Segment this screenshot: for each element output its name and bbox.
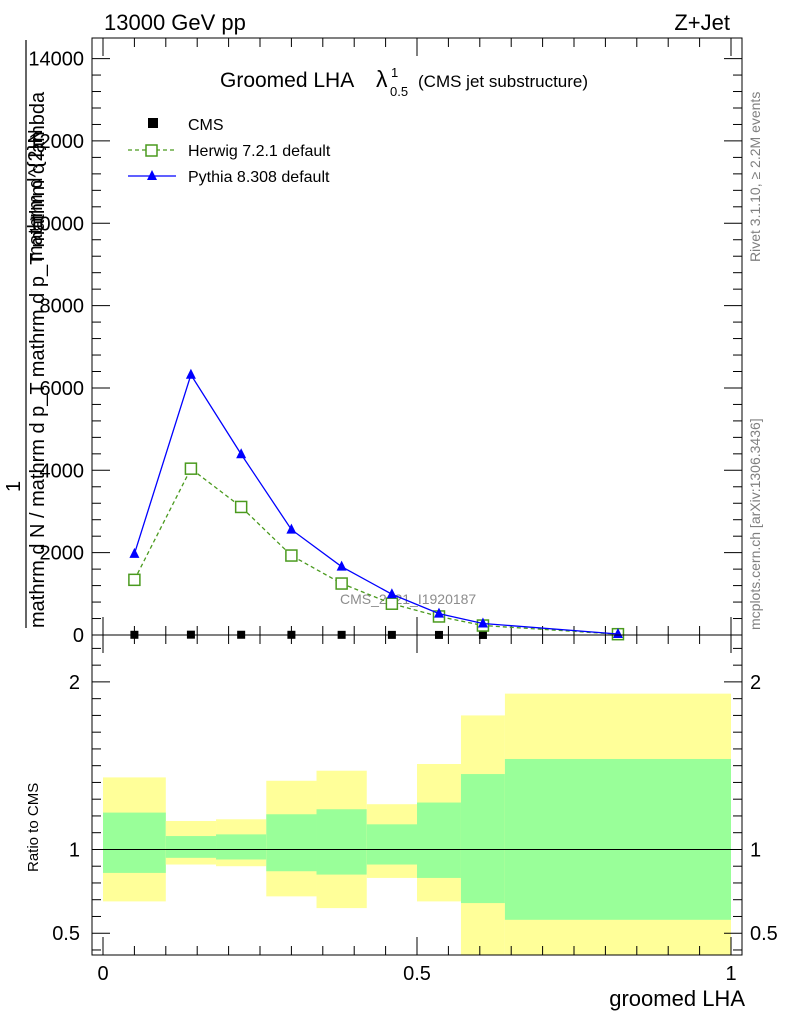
herwig-data-point: [385, 597, 399, 610]
ratio-y-axis: 0.5 0.5 1 1 2 2: [52, 647, 778, 951]
main-y-axis: 0 2000 4000 6000 8000 10000 12000 14000: [28, 49, 742, 647]
ratio-band-inner: [366, 824, 417, 865]
title-sub: 0.5: [390, 84, 408, 99]
series-line-herwig: [133, 467, 619, 635]
pythia-data-point: [185, 368, 196, 379]
legend-cms-marker: [148, 118, 158, 128]
ratio-band-inner: [316, 809, 367, 875]
main-ytick-label: 6000: [40, 378, 85, 400]
herwig-data-point: [128, 573, 141, 587]
main-ytick-label: 4000: [40, 460, 85, 482]
x-axis-label: groomed LHA: [609, 986, 745, 1011]
ratio-y-label: Ratio to CMS: [25, 783, 42, 872]
title-main: Groomed LHA: [220, 69, 354, 92]
y-label-numerator-top: mathrm d^{2}N: [25, 129, 47, 262]
pythia-data-point: [336, 560, 347, 571]
ratio-ytick-label-right: 1: [750, 839, 761, 861]
ratio-band-inner: [266, 814, 317, 872]
ratio-ytick-label-left: 0.5: [52, 923, 80, 945]
ratio-band-inner: [165, 836, 217, 858]
legend-pythia-marker: [147, 170, 157, 180]
ratio-bands: [103, 693, 731, 955]
pythia-data-point: [129, 547, 140, 558]
pythia-data-point: [433, 607, 444, 618]
herwig-data-point: [184, 462, 198, 475]
ratio-band-inner: [460, 774, 505, 904]
rivet-label: Rivet 3.1.10, ≥ 2.2M events: [747, 92, 763, 262]
main-ytick-label: 0: [73, 625, 84, 647]
y-label-one: 1: [3, 481, 25, 492]
main-ytick-label: 8000: [40, 296, 85, 318]
pythia-data-point: [477, 617, 488, 628]
herwig-data-point: [285, 549, 298, 562]
pythia-data-point: [386, 588, 397, 599]
legend-herwig-label: Herwig 7.2.1 default: [188, 143, 331, 160]
y-label-denominator: mathrm d N / mathrm d p_T mathrm d p_T m…: [27, 91, 49, 628]
pythia-data-point: [286, 523, 297, 534]
ratio-ytick-label-left: 2: [69, 672, 80, 694]
legend-cms-label: CMS: [188, 117, 224, 134]
ratio-xtick-label: 0.5: [403, 963, 431, 985]
analysis-watermark: CMS_2021_I1920187: [340, 591, 476, 607]
mcplots-label: mcplots.cern.ch [arXiv:1306.3436]: [747, 418, 763, 630]
ratio-xtick-label: 1: [725, 963, 736, 985]
pythia-data-point: [236, 448, 247, 459]
ratio-xtick-label: 0: [97, 963, 108, 985]
process-label: Z+Jet: [674, 10, 730, 35]
main-ytick-label: 10000: [28, 213, 84, 235]
herwig-data-point: [234, 500, 248, 514]
ratio-band-inner: [504, 758, 731, 920]
ratio-band-inner: [216, 834, 267, 860]
main-x-axis-ticks: [102, 38, 732, 635]
title-lambda: λ: [376, 66, 388, 92]
legend-herwig-marker: [145, 144, 158, 157]
chart-title: Groomed LHA λ 1 0.5 (CMS jet substructur…: [220, 65, 588, 99]
ratio-ytick-label-right: 0.5: [750, 923, 778, 945]
legend: CMS Herwig 7.2.1 default Pythia 8.308 de…: [128, 117, 331, 186]
legend-pythia-label: Pythia 8.308 default: [188, 169, 330, 186]
title-sup: 1: [391, 65, 398, 80]
ratio-x-axis: 0 0.5 1: [97, 635, 737, 985]
main-y-label: mathrm d^{2}N 1 mathrm d N / mathrm d p_…: [3, 40, 49, 628]
main-ytick-label: 2000: [40, 543, 85, 565]
main-ytick-label: 14000: [28, 49, 84, 71]
energy-label: 13000 GeV pp: [104, 10, 246, 35]
title-suffix: (CMS jet substructure): [418, 72, 588, 91]
ratio-ytick-label-right: 2: [750, 672, 761, 694]
ratio-band-inner: [417, 802, 461, 878]
herwig-data-point: [335, 577, 348, 590]
main-ytick-label: 12000: [28, 131, 84, 153]
ratio-ytick-label-left: 1: [69, 839, 80, 861]
ratio-band-inner: [103, 812, 166, 873]
